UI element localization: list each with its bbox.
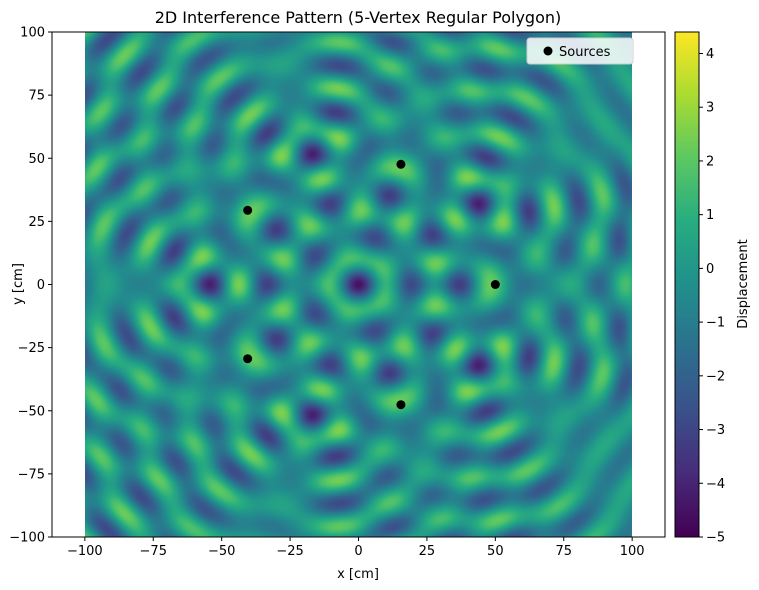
sources-layer	[243, 159, 500, 410]
x-tick-label: 100	[620, 544, 645, 559]
x-axis-label: x [cm]	[337, 567, 379, 582]
colorbar-tick-label: 4	[706, 47, 714, 62]
colorbar-tick-label: 3	[706, 101, 714, 116]
axes-frame	[51, 31, 666, 538]
colorbar-gradient	[675, 32, 699, 537]
x-tick-label: −75	[140, 544, 167, 559]
y-tick-label: 50	[28, 152, 45, 167]
y-axis-label: y [cm]	[11, 263, 26, 305]
interference-heatmap	[84, 32, 633, 537]
x-tick-label: −50	[208, 544, 235, 559]
y-tick-label: 100	[20, 26, 45, 41]
x-tick-label: −25	[276, 544, 303, 559]
x-tick-label: −100	[67, 544, 103, 559]
colorbar-label: Displacement	[736, 239, 751, 328]
source-point-4	[243, 354, 253, 364]
legend: Sources	[526, 37, 634, 65]
colorbar-tick-label: −3	[706, 423, 725, 438]
legend-box	[526, 37, 634, 65]
y-tick-label: 25	[28, 215, 45, 230]
colorbar-ticks: −5 −4 −3 −2 −1 0 1 2 3 4	[699, 47, 725, 546]
y-tick-label: 0	[37, 278, 45, 293]
source-point-5	[396, 400, 406, 410]
y-tick-label: −25	[18, 341, 45, 356]
x-ticks: −100 −75 −50 −25 0 25 50 75 100	[67, 537, 645, 559]
y-ticks: −100 −75 −50 −25 0 25 50 75 100	[9, 26, 52, 546]
legend-marker	[543, 46, 553, 56]
y-tick-label: −50	[18, 404, 45, 419]
y-tick-label: 75	[28, 89, 45, 104]
colorbar-tick-label: 1	[706, 208, 714, 223]
x-tick-label: 0	[354, 544, 362, 559]
source-point-2	[396, 159, 406, 169]
y-tick-label: −75	[18, 467, 45, 482]
colorbar-tick-label: −2	[706, 369, 725, 384]
y-tick-label: −100	[9, 531, 45, 546]
colorbar-tick-label: 0	[706, 262, 714, 277]
source-point-3	[243, 205, 253, 215]
source-point-1	[490, 280, 500, 289]
x-tick-label: 25	[419, 544, 436, 559]
x-tick-label: 50	[487, 544, 504, 559]
colorbar-tick-label: 2	[706, 154, 714, 169]
x-tick-label: 75	[555, 544, 572, 559]
colorbar-tick-label: −4	[706, 477, 725, 492]
colorbar-tick-label: −1	[706, 316, 725, 331]
colorbar-tick-label: −5	[706, 531, 725, 546]
colorbar-frame	[674, 31, 700, 538]
chart-title: 2D Interference Pattern (5-Vertex Regula…	[155, 8, 562, 27]
legend-label: Sources	[559, 45, 611, 60]
